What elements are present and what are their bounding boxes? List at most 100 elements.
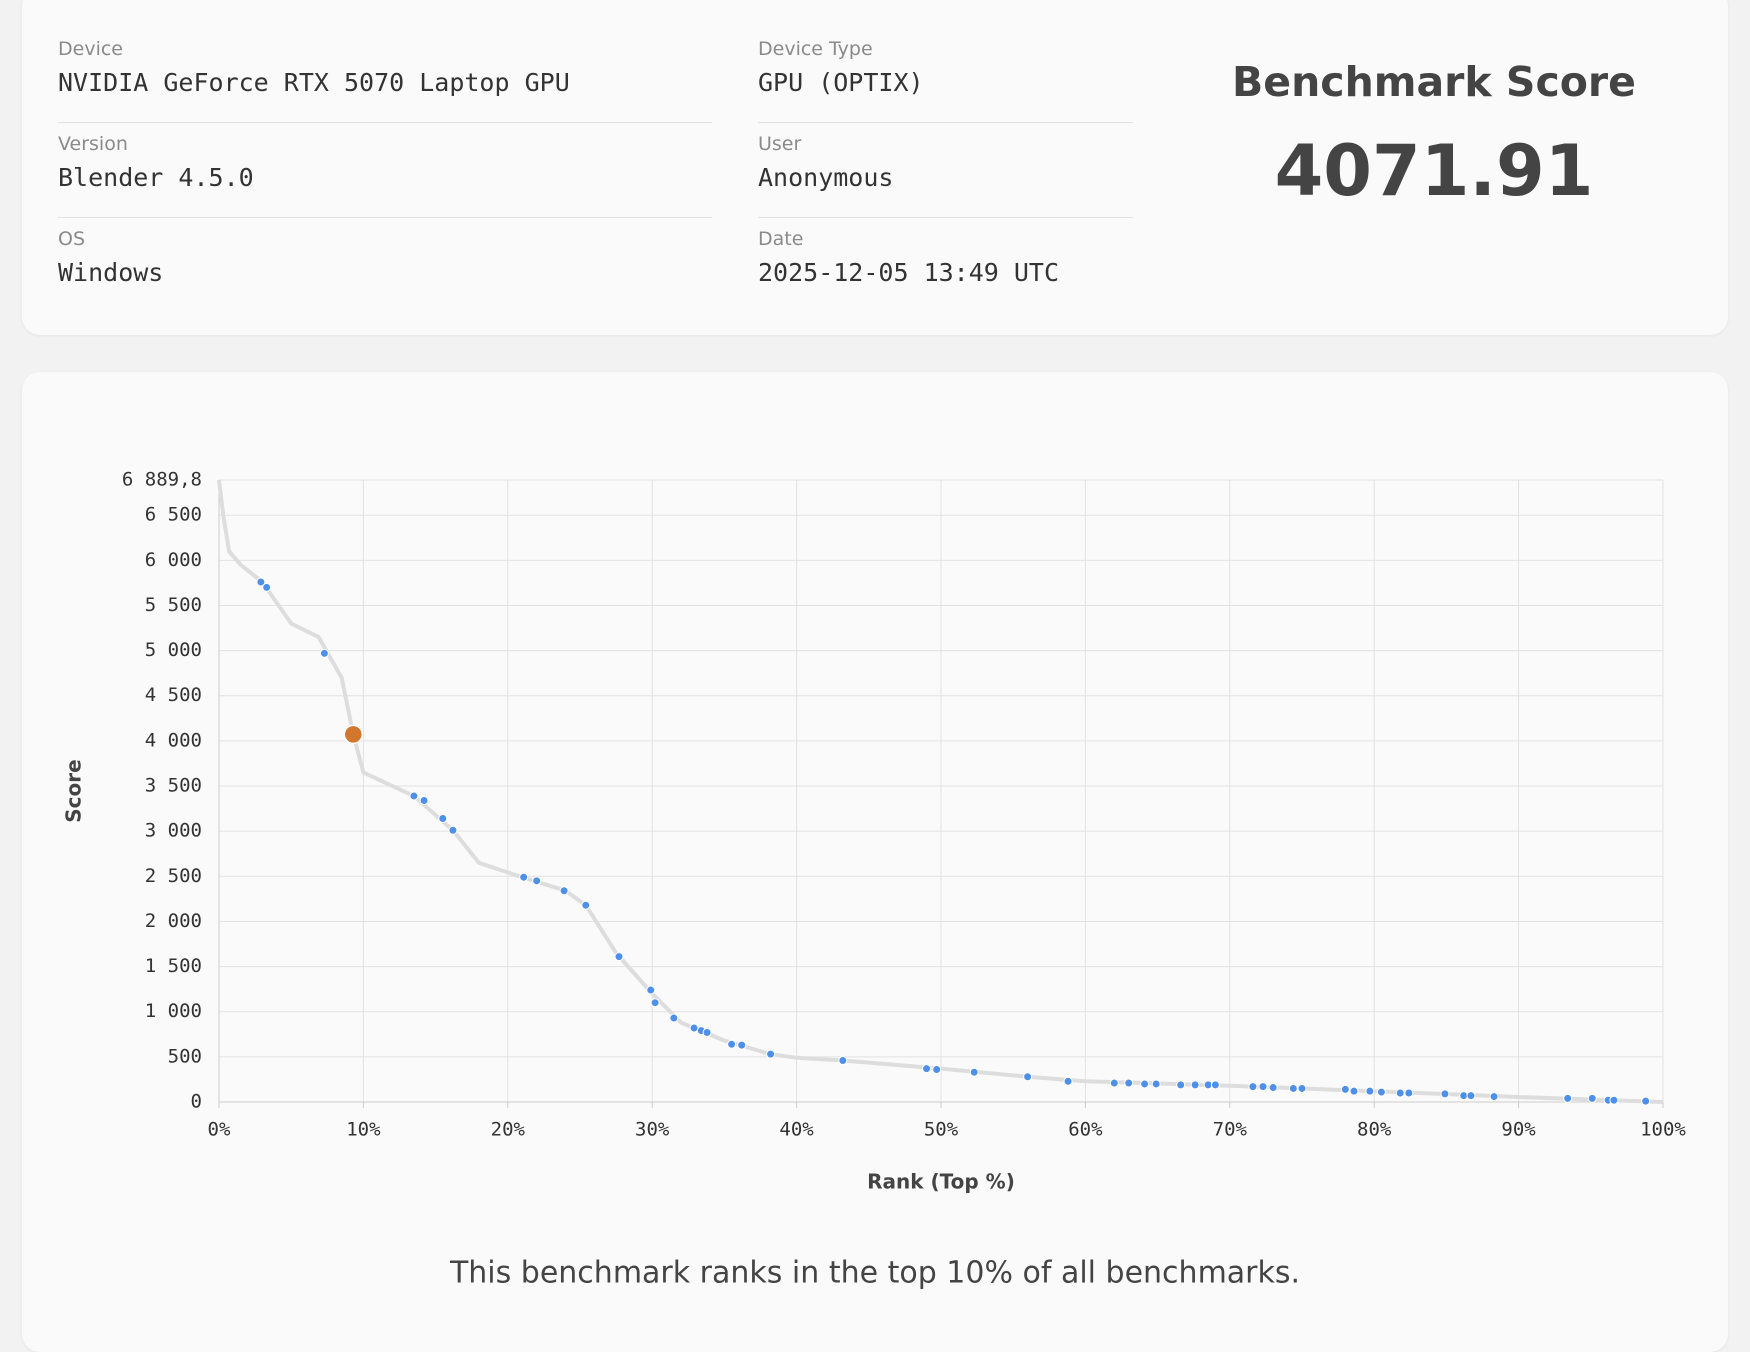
benchmark-point — [1641, 1096, 1651, 1106]
y-axis-title: Score — [62, 759, 86, 822]
benchmark-point — [1210, 1080, 1220, 1090]
benchmark-point — [1297, 1083, 1307, 1093]
benchmark-point — [702, 1027, 712, 1037]
benchmark-point — [1349, 1086, 1359, 1096]
info-field: OS Windows — [58, 228, 163, 287]
y-tick-label: 3 000 — [145, 820, 202, 842]
x-tick-label: 70% — [1213, 1119, 1248, 1141]
benchmark-point — [1109, 1078, 1119, 1088]
benchmark-point — [519, 872, 529, 882]
benchmark-point — [1365, 1086, 1375, 1096]
benchmark-point — [1176, 1080, 1186, 1090]
benchmark-point — [1190, 1080, 1200, 1090]
benchmark-point — [1023, 1072, 1033, 1082]
benchmark-point — [1404, 1088, 1414, 1098]
chart-card — [22, 372, 1728, 1352]
benchmark-point — [1124, 1078, 1134, 1088]
info-field: User Anonymous — [758, 133, 893, 192]
benchmark-point — [1587, 1093, 1597, 1103]
y-tick-label: 1 000 — [145, 1000, 202, 1022]
x-tick-label: 20% — [491, 1119, 526, 1141]
benchmark-point — [1609, 1095, 1619, 1105]
benchmark-point — [646, 985, 656, 995]
benchmark-point — [1466, 1091, 1476, 1101]
y-tick-label: 1 500 — [145, 955, 202, 977]
benchmark-point — [438, 814, 448, 824]
x-tick-label: 30% — [635, 1119, 670, 1141]
field-label: Device — [58, 38, 123, 60]
divider — [58, 217, 712, 218]
benchmark-point — [1151, 1079, 1161, 1089]
benchmark-point — [532, 876, 542, 886]
benchmark-point — [1063, 1076, 1073, 1086]
benchmark-point — [737, 1040, 747, 1050]
benchmark-point — [559, 886, 569, 896]
benchmark-point — [1340, 1084, 1350, 1094]
info-field: Device NVIDIA GeForce RTX 5070 Laptop GPU — [58, 38, 570, 97]
field-label: Version — [58, 133, 128, 155]
y-tick-label: 2 500 — [145, 865, 202, 887]
divider — [758, 217, 1133, 218]
benchmark-point — [409, 791, 419, 801]
benchmark-point — [922, 1064, 932, 1074]
field-value: Blender 4.5.0 — [58, 163, 254, 192]
benchmark-point — [1268, 1083, 1278, 1093]
benchmark-point — [727, 1039, 737, 1049]
benchmark-point — [669, 1013, 679, 1023]
y-tick-label: 6 000 — [145, 549, 202, 571]
field-value: 2025-12-05 13:49 UTC — [758, 258, 1060, 287]
benchmark-point — [319, 648, 329, 658]
benchmark-point — [256, 577, 266, 587]
divider — [58, 122, 712, 123]
benchmark-point — [1248, 1082, 1258, 1092]
benchmark-point — [448, 825, 458, 835]
benchmark-point — [581, 900, 591, 910]
benchmark-point — [1395, 1088, 1405, 1098]
score: 4071.91 — [1274, 130, 1594, 212]
field-value: NVIDIA GeForce RTX 5070 Laptop GPU — [58, 68, 570, 97]
field-label: Date — [758, 228, 804, 250]
y-tick-label: 0 — [191, 1091, 202, 1113]
y-tick-label: 5 000 — [145, 639, 202, 661]
y-tick-label: 4 000 — [145, 729, 202, 751]
benchmark-point — [1288, 1083, 1298, 1093]
x-tick-label: 0% — [208, 1119, 231, 1141]
x-tick-label: 90% — [1501, 1119, 1536, 1141]
divider — [758, 122, 1133, 123]
y-tick-label: 500 — [168, 1045, 202, 1067]
info-card — [22, 0, 1728, 335]
field-label: Device Type — [758, 38, 873, 60]
info-field: Date 2025-12-05 13:49 UTC — [758, 228, 1059, 287]
info-field: Device Type GPU (OPTIX) — [758, 38, 924, 97]
y-tick-label: 3 500 — [145, 775, 202, 797]
x-tick-label: 60% — [1068, 1119, 1103, 1141]
y-tick-label: 6 889,8 — [122, 469, 202, 491]
benchmark-point — [1563, 1093, 1573, 1103]
x-tick-label: 100% — [1640, 1119, 1686, 1141]
field-label: OS — [58, 228, 86, 250]
benchmark-point — [1140, 1079, 1150, 1089]
y-tick-label: 4 500 — [145, 684, 202, 706]
y-tick-label: 5 500 — [145, 594, 202, 616]
benchmark-point — [1376, 1087, 1386, 1097]
x-tick-label: 50% — [924, 1119, 959, 1141]
benchmark-point — [419, 795, 429, 805]
caption: This benchmark ranks in the top 10% of a… — [449, 1256, 1300, 1291]
field-value: GPU (OPTIX) — [758, 68, 924, 97]
x-axis-title: Rank (Top %) — [867, 1170, 1015, 1194]
benchmark-point — [766, 1049, 776, 1059]
benchmark-point — [969, 1067, 979, 1077]
y-tick-label: 2 000 — [145, 910, 202, 932]
field-value: Anonymous — [758, 163, 894, 192]
current-benchmark — [343, 724, 364, 745]
benchmark-point — [1489, 1092, 1499, 1102]
score-title: Benchmark Score — [1232, 58, 1636, 106]
x-tick-label: 80% — [1357, 1119, 1392, 1141]
benchmark-point — [838, 1055, 848, 1065]
benchmark-point — [614, 952, 624, 962]
y-tick-label: 6 500 — [145, 504, 202, 526]
x-tick-label: 10% — [346, 1119, 381, 1141]
field-value: Windows — [58, 258, 164, 287]
info-field: Version Blender 4.5.0 — [58, 133, 254, 192]
